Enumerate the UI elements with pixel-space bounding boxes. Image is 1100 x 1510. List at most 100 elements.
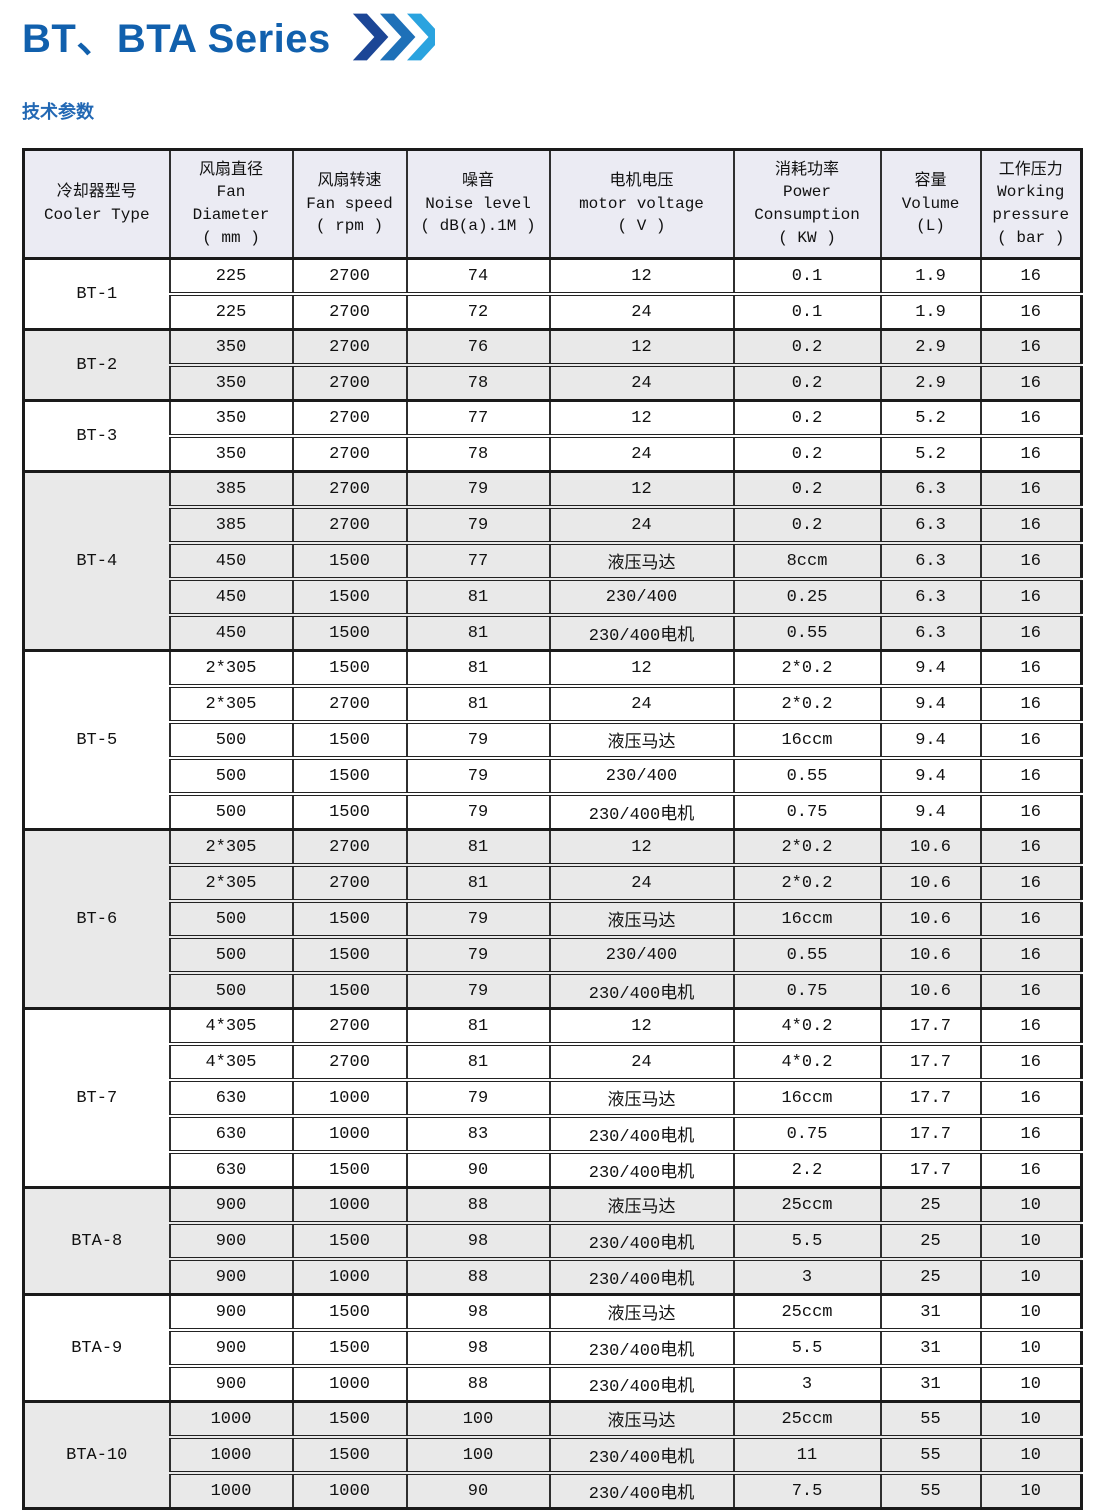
col-header-line: 风扇转速 (317, 171, 382, 190)
table-row: 630 1500 90 230/400电机 2.2 17.7 16 (24, 1150, 1083, 1188)
col-header-line: Noise level (425, 194, 531, 213)
page-header: BT、BTA Series (22, 6, 1080, 64)
working-pressure-cell: 16 (979, 399, 1083, 436)
fan-diameter-cell: 4*305 (168, 1007, 294, 1044)
fan-diameter-cell: 2*305 (168, 828, 294, 865)
noise-level-cell: 98 (405, 1221, 551, 1259)
fan-speed-cell: 2700 (291, 505, 408, 543)
fan-diameter-cell: 500 (168, 720, 294, 758)
col-header-line: 冷却器型号 (56, 183, 137, 202)
fan-diameter-cell: 450 (168, 541, 294, 579)
working-pressure-cell: 16 (979, 1150, 1083, 1188)
motor-voltage-cell: 液压马达 (548, 899, 735, 937)
volume-cell: 6.3 (879, 505, 982, 543)
power-consumption-cell: 2.2 (732, 1150, 882, 1188)
motor-voltage-cell: 12 (548, 649, 735, 686)
noise-level-cell: 100 (405, 1400, 551, 1437)
fan-speed-cell: 1000 (291, 1257, 408, 1295)
volume-cell: 6.3 (879, 613, 982, 651)
motor-voltage-cell: 液压马达 (548, 1293, 735, 1330)
power-consumption-cell: 0.25 (732, 577, 882, 615)
fan-speed-cell: 1500 (291, 1150, 408, 1188)
fan-speed-cell: 2700 (291, 828, 408, 865)
noise-level-cell: 83 (405, 1114, 551, 1152)
table-row: 900 1000 88 230/400电机 3 25 10 (24, 1257, 1083, 1295)
noise-level-cell: 98 (405, 1293, 551, 1330)
fan-speed-cell: 1500 (291, 1293, 408, 1330)
working-pressure-cell: 16 (979, 1114, 1083, 1152)
power-consumption-cell: 5.5 (732, 1221, 882, 1259)
fan-speed-cell: 1500 (291, 649, 408, 686)
fan-speed-cell: 2700 (291, 363, 408, 401)
col-header-line: 容量 (914, 171, 947, 190)
triple-chevron-right-icon (352, 13, 435, 61)
volume-cell: 55 (879, 1400, 982, 1437)
volume-cell: 9.4 (879, 792, 982, 830)
fan-speed-cell: 2700 (291, 684, 408, 722)
spec-table-header: 冷却器型号 Cooler Type 风扇直径 Fan Diameter ( mm ) 风扇转… (22, 149, 1083, 260)
fan-diameter-cell: 2*305 (168, 649, 294, 686)
fan-diameter-cell: 350 (168, 363, 294, 401)
power-consumption-cell: 25ccm (732, 1400, 882, 1437)
motor-voltage-cell: 12 (548, 470, 735, 507)
working-pressure-cell: 16 (979, 1007, 1083, 1044)
noise-level-cell: 79 (405, 720, 551, 758)
fan-diameter-cell: 1000 (168, 1400, 294, 1437)
working-pressure-cell: 16 (979, 257, 1083, 294)
working-pressure-cell: 16 (979, 1042, 1083, 1080)
col-header-line: Consumption (754, 206, 860, 224)
power-consumption-cell: 0.2 (732, 363, 882, 401)
noise-level-cell: 81 (405, 577, 551, 615)
fan-speed-cell: 1500 (291, 756, 408, 794)
power-consumption-cell: 0.2 (732, 505, 882, 543)
table-row: BTA-9 900 1500 98 液压马达 25ccm 31 10 (22, 1293, 1083, 1403)
col-header-line: 电机电压 (609, 171, 674, 190)
col-header-line: (L) (916, 217, 945, 236)
cooler-type-cell: BTA-8 (22, 1186, 171, 1296)
fan-diameter-cell: 385 (168, 470, 294, 507)
spec-table: 冷却器型号 Cooler Type 风扇直径 Fan Diameter ( mm ) 风扇转… (22, 148, 1083, 1510)
col-header-power-consumption: 消耗功率 Power Consumption ( KW ) (732, 149, 882, 260)
working-pressure-cell: 10 (979, 1293, 1083, 1330)
table-row: 350 2700 78 24 0.2 2.9 16 (24, 363, 1083, 401)
power-consumption-cell: 2*0.2 (732, 684, 882, 722)
cooler-type-cell: BTA-10 (22, 1400, 171, 1510)
col-header-line: Cooler Type (43, 206, 150, 224)
col-header-fan-diameter: 风扇直径 Fan Diameter ( mm ) (168, 149, 294, 260)
noise-level-cell: 81 (405, 1007, 551, 1044)
power-consumption-cell: 5.5 (732, 1328, 882, 1366)
volume-cell: 55 (879, 1471, 982, 1509)
power-consumption-cell: 4*0.2 (732, 1007, 882, 1044)
col-header-line: 工作压力 (998, 160, 1063, 179)
fan-speed-cell: 2700 (291, 470, 408, 507)
col-header-volume: 容量 Volume (L) (879, 149, 982, 260)
fan-speed-cell: 1500 (291, 971, 408, 1009)
motor-voltage-cell: 230/400电机 (548, 1435, 735, 1473)
fan-speed-cell: 1500 (291, 1328, 408, 1366)
volume-cell: 5.2 (879, 434, 982, 472)
power-consumption-cell: 16ccm (732, 720, 882, 758)
motor-voltage-cell: 24 (548, 292, 735, 330)
motor-voltage-cell: 液压马达 (548, 541, 735, 579)
power-consumption-cell: 0.2 (732, 434, 882, 472)
power-consumption-cell: 2*0.2 (732, 649, 882, 686)
fan-diameter-cell: 2*305 (168, 863, 294, 901)
noise-level-cell: 77 (405, 541, 551, 579)
noise-level-cell: 98 (405, 1328, 551, 1366)
fan-speed-cell: 1000 (291, 1471, 408, 1509)
working-pressure-cell: 16 (979, 1078, 1083, 1116)
working-pressure-cell: 10 (979, 1435, 1083, 1473)
fan-diameter-cell: 900 (168, 1186, 294, 1223)
volume-cell: 9.4 (879, 684, 982, 722)
cooler-type-cell: BT-4 (22, 470, 171, 652)
col-header-line: ( V ) (617, 217, 666, 236)
motor-voltage-cell: 24 (548, 505, 735, 543)
table-row: 350 2700 78 24 0.2 5.2 16 (24, 434, 1083, 472)
fan-diameter-cell: 900 (168, 1293, 294, 1330)
volume-cell: 6.3 (879, 541, 982, 579)
noise-level-cell: 76 (405, 328, 551, 365)
fan-speed-cell: 1500 (291, 720, 408, 758)
fan-diameter-cell: 630 (168, 1078, 294, 1116)
fan-diameter-cell: 225 (168, 257, 294, 294)
